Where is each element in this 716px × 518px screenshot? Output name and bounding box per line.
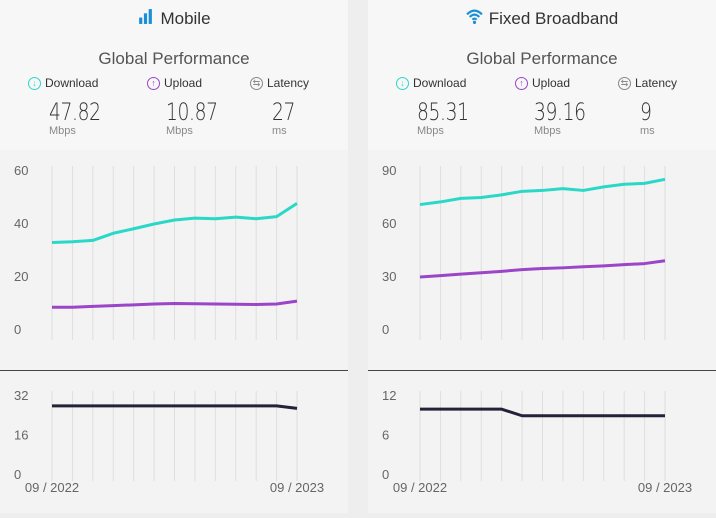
metric-label-row: ⇆ Latency bbox=[618, 76, 716, 90]
metric-label: Latency bbox=[635, 76, 677, 90]
x-tick-label-end: 09 / 2023 bbox=[270, 480, 324, 495]
x-tick-label-start: 09 / 2022 bbox=[393, 480, 447, 495]
latency-chart: 0 16 32 09 / 2022 09 / 2023 bbox=[0, 371, 348, 513]
latency-circle-icon: ⇆ bbox=[250, 77, 263, 90]
metric-label: Latency bbox=[267, 76, 309, 90]
metric-unit: Mbps bbox=[166, 125, 193, 137]
x-tick-label-start: 09 / 2022 bbox=[25, 480, 79, 495]
metric-unit: Mbps bbox=[417, 125, 444, 137]
fixed-broadband-panel: Fixed Broadband Global Performance ↓ Downlo… bbox=[368, 0, 716, 513]
panel-title-row: Mobile bbox=[0, 8, 348, 30]
metric-label-row: ↓ Download bbox=[28, 76, 128, 90]
metric-label-row: ⇆ Latency bbox=[250, 76, 350, 90]
metric-label: Download bbox=[45, 76, 98, 90]
metric-label-row: ↑ Upload bbox=[147, 76, 247, 90]
latency-y-tick-label: 0 bbox=[382, 467, 389, 482]
y-tick-label: 90 bbox=[382, 163, 396, 178]
y-tick-label: 40 bbox=[14, 216, 28, 231]
wifi-icon bbox=[466, 8, 483, 30]
metric-value: 85.31 bbox=[417, 98, 469, 126]
speed-chart-area: 0 30 60 90 bbox=[368, 150, 716, 370]
metric-value: 39.16 bbox=[534, 98, 586, 126]
latency-chart-area: 0 6 12 09 / 2022 09 / 2023 bbox=[368, 371, 716, 513]
panel-header: Fixed Broadband Global Performance ↓ Downlo… bbox=[368, 0, 716, 146]
speed-chart: 0 20 40 60 bbox=[0, 150, 348, 370]
metric-value: 10.87 bbox=[166, 98, 218, 126]
y-tick-label: 30 bbox=[382, 269, 396, 284]
latency-y-tick-label: 12 bbox=[382, 388, 396, 403]
latency-y-tick-label: 6 bbox=[382, 428, 389, 443]
arrow-down-circle-icon: ↓ bbox=[28, 77, 41, 90]
arrow-up-circle-icon: ↑ bbox=[147, 77, 160, 90]
latency-chart-area: 0 16 32 09 / 2022 09 / 2023 bbox=[0, 371, 348, 513]
speed-chart-area: 0 20 40 60 bbox=[0, 150, 348, 370]
metric-label-row: ↑ Upload bbox=[515, 76, 615, 90]
metric-label: Upload bbox=[532, 76, 570, 90]
metric-value: 47.82 bbox=[49, 98, 101, 126]
y-tick-label: 60 bbox=[14, 163, 28, 178]
metric-label: Upload bbox=[164, 76, 202, 90]
y-tick-label: 0 bbox=[14, 322, 21, 337]
x-tick-label-end: 09 / 2023 bbox=[638, 480, 692, 495]
y-tick-label: 20 bbox=[14, 269, 28, 284]
speed-chart: 0 30 60 90 bbox=[368, 150, 716, 370]
metric-unit: ms bbox=[640, 125, 655, 137]
latency-y-tick-label: 32 bbox=[14, 388, 28, 403]
metric-unit: ms bbox=[272, 125, 287, 137]
panel-title: Mobile bbox=[160, 9, 210, 28]
metric-value: 9 bbox=[640, 98, 652, 126]
arrow-up-circle-icon: ↑ bbox=[515, 77, 528, 90]
y-tick-label: 0 bbox=[382, 322, 389, 337]
panel-title: Fixed Broadband bbox=[489, 9, 618, 28]
latency-y-tick-label: 0 bbox=[14, 467, 21, 482]
metric-unit: Mbps bbox=[49, 125, 76, 137]
panel-title-row: Fixed Broadband bbox=[368, 8, 716, 30]
latency-circle-icon: ⇆ bbox=[618, 77, 631, 90]
metric-value: 27 bbox=[272, 98, 295, 126]
arrow-down-circle-icon: ↓ bbox=[396, 77, 409, 90]
metric-label: Download bbox=[413, 76, 466, 90]
y-tick-label: 60 bbox=[382, 216, 396, 231]
global-performance-heading: Global Performance bbox=[0, 49, 348, 69]
metric-label-row: ↓ Download bbox=[396, 76, 496, 90]
global-performance-heading: Global Performance bbox=[368, 49, 716, 69]
metric-unit: Mbps bbox=[534, 125, 561, 137]
latency-y-tick-label: 16 bbox=[14, 428, 28, 443]
signal-bars-icon bbox=[137, 8, 154, 30]
latency-chart: 0 6 12 09 / 2022 09 / 2023 bbox=[368, 371, 716, 513]
